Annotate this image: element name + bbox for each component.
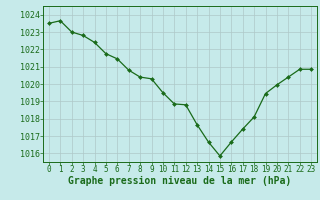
X-axis label: Graphe pression niveau de la mer (hPa): Graphe pression niveau de la mer (hPa)	[68, 176, 292, 186]
